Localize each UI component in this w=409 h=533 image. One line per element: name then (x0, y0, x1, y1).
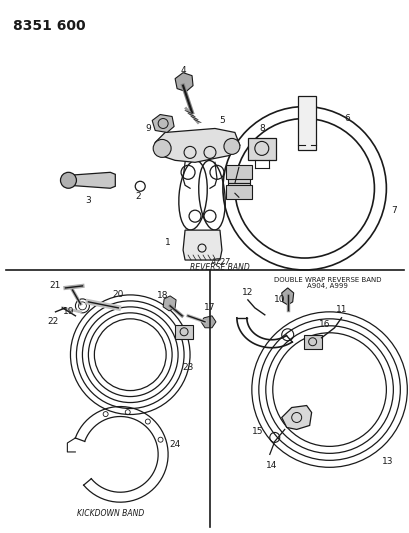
Bar (225, 185, 251, 199)
Text: 22: 22 (47, 317, 58, 326)
Text: 14: 14 (265, 461, 277, 470)
Circle shape (135, 181, 145, 191)
Text: 12: 12 (242, 288, 253, 297)
Bar (227, 167, 249, 183)
Text: 19: 19 (63, 308, 74, 317)
Text: 16: 16 (318, 320, 330, 329)
Text: REVERSE BAND: REVERSE BAND (190, 263, 249, 272)
Bar (247, 139, 275, 160)
Text: A904, A999: A904, A999 (306, 283, 347, 289)
Text: 5: 5 (218, 116, 224, 125)
Bar (175, 325, 193, 339)
Text: 4: 4 (180, 66, 185, 75)
Polygon shape (281, 288, 293, 305)
Text: DOUBLE WRAP REVERSE BAND: DOUBLE WRAP REVERSE BAND (273, 277, 380, 283)
Text: 7: 7 (391, 206, 396, 215)
Circle shape (223, 139, 239, 155)
Bar (297, 95, 315, 150)
Polygon shape (281, 406, 311, 430)
Bar (303, 335, 321, 349)
Polygon shape (175, 72, 193, 92)
Text: 21: 21 (50, 281, 61, 290)
Text: 3: 3 (85, 196, 91, 205)
Polygon shape (68, 172, 115, 188)
Text: 2: 2 (135, 192, 141, 201)
Text: 13: 13 (381, 457, 392, 466)
Text: 8: 8 (258, 124, 264, 133)
Text: 6: 6 (344, 114, 350, 123)
Text: 9: 9 (145, 124, 151, 133)
Bar (227, 183, 249, 197)
Polygon shape (155, 128, 239, 163)
Text: 8351 600: 8351 600 (13, 19, 85, 33)
Bar (225, 165, 251, 179)
Circle shape (61, 172, 76, 188)
Circle shape (153, 140, 171, 157)
Polygon shape (163, 296, 176, 311)
Text: 15: 15 (252, 427, 263, 436)
Text: A727: A727 (209, 258, 229, 267)
Text: 11: 11 (335, 305, 346, 314)
Text: 10: 10 (273, 295, 285, 304)
Polygon shape (152, 115, 174, 133)
Text: 20: 20 (112, 290, 124, 300)
Text: 24: 24 (169, 440, 180, 449)
Text: KICKDOWN BAND: KICKDOWN BAND (76, 509, 144, 518)
Text: 23: 23 (182, 363, 193, 372)
Text: 17: 17 (204, 303, 215, 312)
Text: 1: 1 (165, 238, 171, 247)
Polygon shape (183, 230, 221, 260)
Text: 18: 18 (157, 292, 169, 301)
Polygon shape (200, 316, 216, 328)
